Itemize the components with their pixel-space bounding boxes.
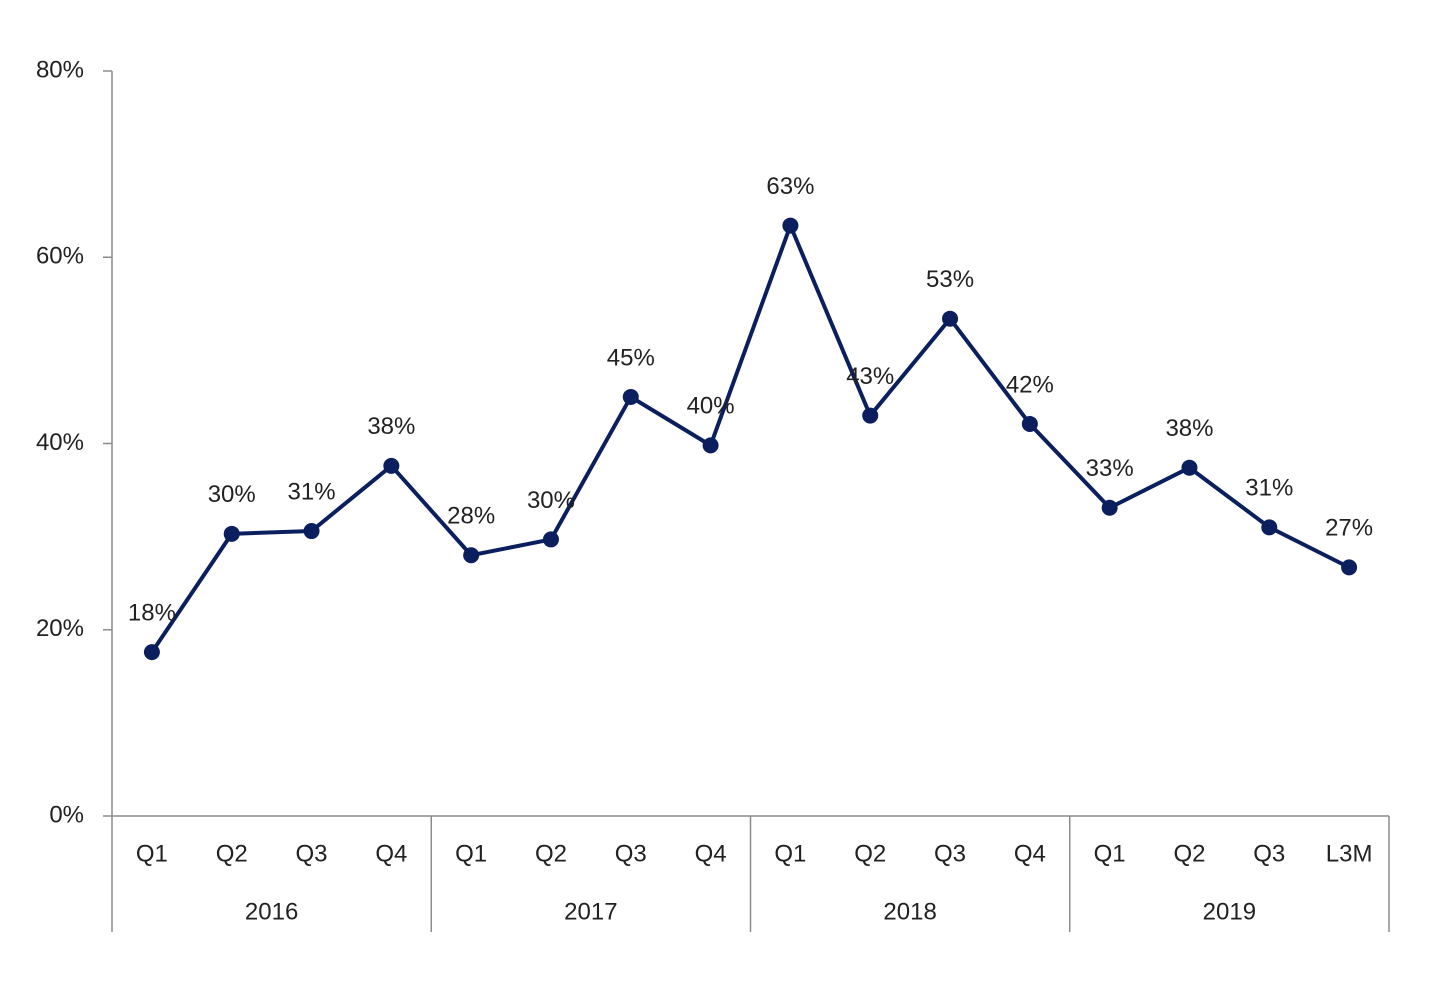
data-label: 28% bbox=[447, 503, 495, 530]
x-tick-label: L3M bbox=[1326, 840, 1373, 867]
y-tick-label: 40% bbox=[36, 429, 84, 456]
point bbox=[862, 407, 879, 424]
point bbox=[942, 310, 959, 327]
y-tick-label: 80% bbox=[36, 56, 84, 83]
group-label: 2017 bbox=[564, 898, 617, 925]
data-label: 30% bbox=[527, 487, 575, 514]
data-label: 38% bbox=[1165, 415, 1213, 442]
group-label: 2019 bbox=[1203, 898, 1256, 925]
point bbox=[463, 547, 480, 564]
x-tick-label: Q2 bbox=[1173, 840, 1205, 867]
data-label: 40% bbox=[687, 393, 735, 420]
x-tick-label: Q3 bbox=[934, 840, 966, 867]
x-tick-label: Q2 bbox=[854, 840, 886, 867]
data-label: 18% bbox=[128, 599, 176, 626]
x-tick-label: Q2 bbox=[216, 840, 248, 867]
line bbox=[150, 223, 1350, 654]
x-tick-label: Q4 bbox=[375, 840, 407, 867]
point bbox=[1261, 519, 1278, 536]
x-tick-label: Q1 bbox=[136, 840, 168, 867]
x-tick-label: Q3 bbox=[296, 840, 328, 867]
x-tick-label: Q3 bbox=[1253, 840, 1285, 867]
point bbox=[1181, 459, 1198, 476]
point bbox=[223, 525, 240, 542]
data-label: 43% bbox=[846, 363, 894, 390]
point bbox=[303, 523, 320, 540]
group-label: 2018 bbox=[883, 898, 936, 925]
data-label: 42% bbox=[1006, 371, 1054, 398]
data-label: 30% bbox=[208, 481, 256, 508]
point bbox=[383, 457, 400, 474]
x-tick-label: Q4 bbox=[695, 840, 727, 867]
point bbox=[622, 388, 639, 405]
data-label: 31% bbox=[288, 478, 336, 505]
group-label: 2016 bbox=[245, 898, 298, 925]
point bbox=[1021, 415, 1038, 432]
x-tick-label: Q1 bbox=[774, 840, 806, 867]
data-label: 33% bbox=[1086, 455, 1134, 482]
point bbox=[1341, 559, 1358, 576]
data-label: 53% bbox=[926, 266, 974, 293]
data-label: 45% bbox=[607, 344, 655, 371]
x-tick-label: Q2 bbox=[535, 840, 567, 867]
x-tick-label: Q3 bbox=[615, 840, 647, 867]
y-tick-label: 20% bbox=[36, 615, 84, 642]
x-tick-label: Q1 bbox=[1094, 840, 1126, 867]
x-tick-label: Q4 bbox=[1014, 840, 1046, 867]
point bbox=[143, 644, 160, 661]
x-tick-label: Q1 bbox=[455, 840, 487, 867]
point bbox=[702, 437, 719, 454]
point bbox=[1101, 499, 1118, 516]
data-label: 31% bbox=[1245, 475, 1293, 502]
point bbox=[782, 217, 799, 234]
data-label: 63% bbox=[766, 173, 814, 200]
data-label: 27% bbox=[1325, 515, 1373, 542]
y-tick-label: 0% bbox=[49, 801, 84, 828]
data-label: 38% bbox=[367, 413, 415, 440]
point bbox=[542, 531, 559, 548]
y-tick-label: 60% bbox=[36, 243, 84, 270]
